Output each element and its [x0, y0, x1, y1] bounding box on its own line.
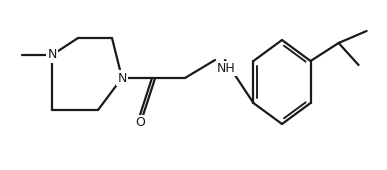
Text: N: N [47, 48, 57, 62]
Text: NH: NH [217, 62, 236, 75]
Text: O: O [135, 116, 145, 130]
Text: N: N [117, 72, 127, 84]
